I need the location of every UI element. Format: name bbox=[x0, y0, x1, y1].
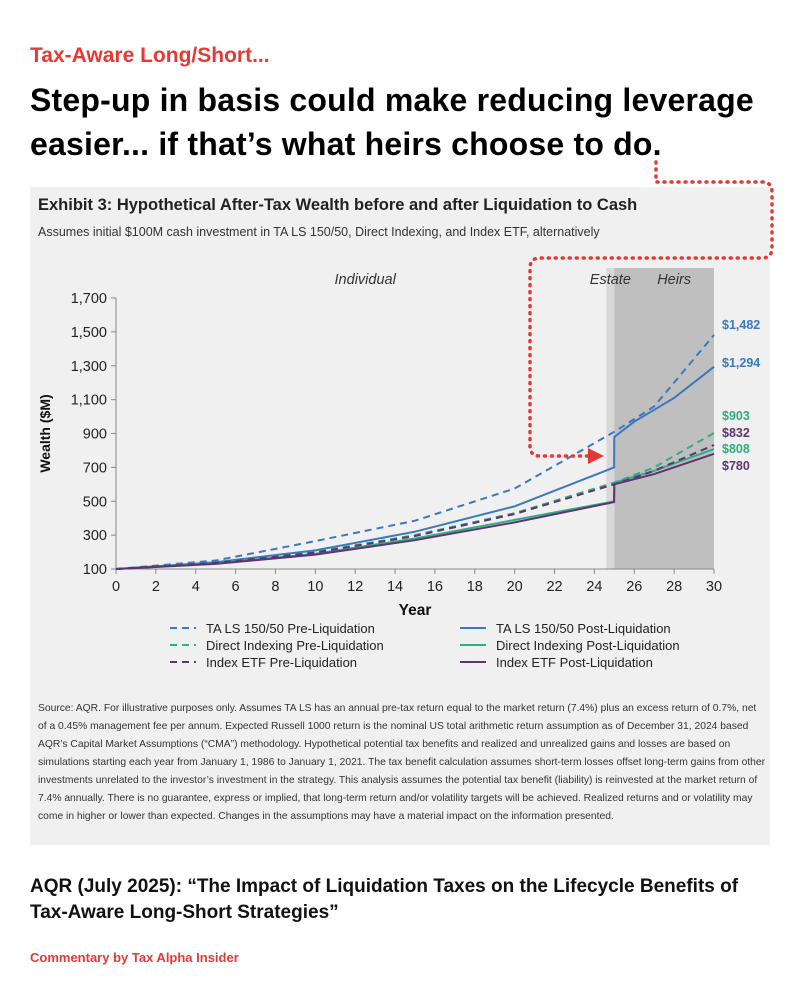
end-label-2: $903 bbox=[722, 409, 750, 423]
credit: Commentary by Tax Alpha Insider bbox=[30, 950, 239, 965]
heirs-band bbox=[614, 268, 714, 569]
x-tick-label: 6 bbox=[232, 579, 240, 595]
x-tick-label: 2 bbox=[152, 579, 160, 595]
x-tick-label: 4 bbox=[192, 579, 200, 595]
legend-label-1: TA LS 150/50 Post-Liquidation bbox=[496, 621, 671, 636]
y-tick-label: 100 bbox=[83, 562, 107, 578]
x-tick-label: 20 bbox=[507, 579, 523, 595]
x-tick-label: 10 bbox=[307, 579, 323, 595]
x-tick-label: 8 bbox=[271, 579, 279, 595]
y-tick-label: 1,300 bbox=[71, 359, 107, 375]
y-tick-label: 500 bbox=[83, 494, 107, 510]
legend-label-5: Index ETF Post-Liquidation bbox=[496, 655, 653, 670]
y-tick-label: 1,100 bbox=[71, 393, 107, 409]
exhibit-title: Exhibit 3: Hypothetical After-Tax Wealth… bbox=[38, 196, 638, 214]
citation: AQR (July 2025): “The Impact of Liquidat… bbox=[30, 876, 739, 923]
legend-label-2: Direct Indexing Pre-Liquidation bbox=[206, 638, 384, 653]
x-tick-label: 12 bbox=[347, 579, 363, 595]
x-tick-label: 28 bbox=[666, 579, 682, 595]
exhibit-subtitle: Assumes initial $100M cash investment in… bbox=[38, 225, 600, 239]
x-tick-label: 16 bbox=[427, 579, 443, 595]
region-label-individual: Individual bbox=[335, 272, 397, 288]
region-label-estate: Estate bbox=[590, 272, 631, 288]
legend-label-3: Direct Indexing Post-Liquidation bbox=[496, 638, 680, 653]
x-tick-label: 22 bbox=[546, 579, 562, 595]
series-line-5 bbox=[115, 452, 715, 570]
exhibit-panel: Exhibit 3: Hypothetical After-Tax Wealth… bbox=[30, 187, 770, 845]
estate-band bbox=[606, 268, 615, 569]
end-label-1: $1,294 bbox=[722, 356, 760, 370]
wealth-line-chart: Individual Estate Heirs1003005007009001,10… bbox=[37, 268, 760, 670]
series-line-4 bbox=[115, 444, 715, 570]
source-note: Source: AQR. For illustrative purposes o… bbox=[38, 703, 766, 822]
headline: Step-up in basis could make reducing lev… bbox=[30, 82, 754, 162]
region-label-heirs: Heirs bbox=[657, 272, 691, 288]
end-label-0: $1,482 bbox=[722, 318, 760, 332]
end-label-4: $832 bbox=[722, 426, 750, 440]
end-label-5: $780 bbox=[722, 459, 750, 473]
x-tick-label: 26 bbox=[626, 579, 642, 595]
x-tick-label: 14 bbox=[387, 579, 403, 595]
y-tick-label: 700 bbox=[83, 460, 107, 476]
y-tick-label: 1,500 bbox=[71, 325, 107, 341]
legend-label-4: Index ETF Pre-Liquidation bbox=[206, 655, 357, 670]
kicker: Tax-Aware Long/Short... bbox=[30, 44, 270, 67]
x-tick-label: 18 bbox=[467, 579, 483, 595]
end-label-3: $808 bbox=[722, 442, 750, 456]
x-tick-label: 0 bbox=[112, 579, 120, 595]
y-tick-label: 900 bbox=[83, 427, 107, 443]
x-tick-label: 30 bbox=[706, 579, 722, 595]
legend-label-0: TA LS 150/50 Pre-Liquidation bbox=[206, 621, 375, 636]
y-tick-label: 300 bbox=[83, 528, 107, 544]
x-tick-label: 24 bbox=[586, 579, 602, 595]
y-tick-label: 1,700 bbox=[71, 291, 107, 307]
x-axis-title: Year bbox=[399, 602, 432, 619]
y-axis-title: Wealth ($M) bbox=[37, 394, 53, 472]
